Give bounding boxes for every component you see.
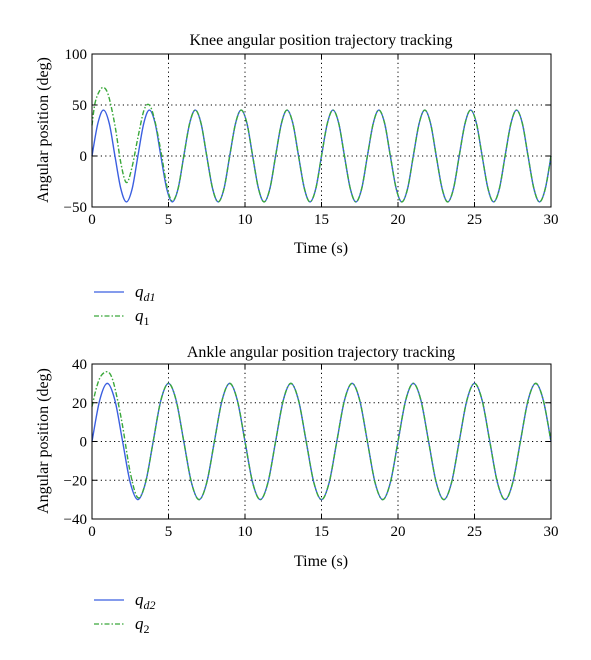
ankle-x-tick-label-10: 10 — [238, 524, 253, 540]
knee-chart: Knee angular position trajectory trackin… — [35, 32, 559, 328]
knee-legend-sub-qd1: d1 — [144, 290, 156, 304]
ankle-legend-sub-qd2: d2 — [144, 598, 156, 612]
ankle-legend-label-q2: q2 — [135, 614, 150, 636]
ankle-y-tick-label-4: 40 — [72, 357, 87, 373]
knee-x-tick-label-10: 10 — [238, 212, 253, 228]
knee-x-tick-label-25: 25 — [467, 212, 482, 228]
ankle-chart: Ankle angular position trajectory tracki… — [35, 344, 559, 636]
ankle-y-axis-label: Angular position (deg) — [35, 368, 52, 514]
ankle-chart-title: Ankle angular position trajectory tracki… — [187, 344, 455, 361]
knee-x-tick-label-30: 30 — [544, 212, 559, 228]
ankle-y-tick-label-0: −40 — [64, 512, 87, 528]
knee-x-tick-label-15: 15 — [314, 212, 329, 228]
knee-y-tick-label-0: −50 — [64, 200, 87, 216]
knee-y-axis-label: Angular position (deg) — [35, 57, 52, 203]
knee-legend-base-q1: q — [135, 306, 144, 325]
ankle-y-tick-label-2: 0 — [80, 435, 88, 451]
ankle-ticks: 0 5 10 15 20 25 30 −40 −20 0 20 40 — [64, 357, 559, 540]
ankle-legend: qd2 q2 — [94, 590, 156, 636]
knee-legend: qd1 q1 — [94, 282, 156, 328]
ankle-x-axis-label: Time (s) — [294, 553, 348, 570]
knee-x-tick-label-5: 5 — [165, 212, 173, 228]
ankle-legend-label-qd2: qd2 — [135, 590, 156, 612]
knee-y-tick-label-1: 0 — [80, 149, 88, 165]
ankle-x-tick-label-30: 30 — [544, 524, 559, 540]
ankle-x-tick-label-0: 0 — [88, 524, 96, 540]
ankle-x-tick-label-5: 5 — [165, 524, 173, 540]
ankle-legend-sub-q2: 2 — [144, 622, 150, 636]
ankle-series-group — [91, 371, 552, 501]
knee-legend-sub-q1: 1 — [144, 314, 150, 328]
knee-x-tick-label-20: 20 — [391, 212, 406, 228]
ankle-x-tick-label-20: 20 — [391, 524, 406, 540]
ankle-legend-base-qd2: q — [135, 590, 144, 609]
knee-x-tick-label-0: 0 — [88, 212, 96, 228]
knee-series-q1 — [91, 86, 552, 203]
knee-y-tick-label-2: 50 — [72, 98, 87, 114]
ankle-y-tick-label-3: 20 — [72, 396, 87, 412]
knee-chart-title: Knee angular position trajectory trackin… — [189, 32, 452, 49]
knee-y-tick-label-3: 100 — [65, 47, 88, 63]
knee-series-group — [91, 86, 552, 203]
knee-legend-label-q1: q1 — [135, 306, 150, 328]
knee-x-axis-label: Time (s) — [294, 240, 348, 257]
knee-grid — [92, 54, 551, 207]
ankle-x-tick-label-25: 25 — [467, 524, 482, 540]
ankle-x-tick-label-15: 15 — [314, 524, 329, 540]
knee-legend-label-qd1: qd1 — [135, 282, 156, 304]
ankle-y-tick-label-1: −20 — [64, 473, 87, 489]
ankle-legend-base-q2: q — [135, 614, 144, 633]
ankle-grid — [92, 364, 551, 519]
knee-legend-base-qd1: q — [135, 282, 144, 301]
ankle-series-q2 — [91, 371, 552, 501]
